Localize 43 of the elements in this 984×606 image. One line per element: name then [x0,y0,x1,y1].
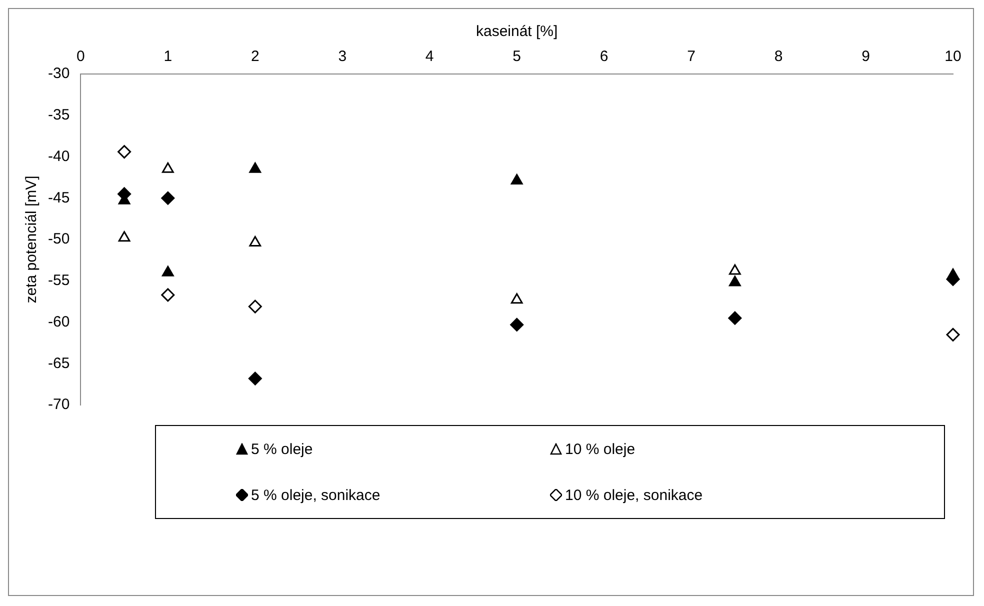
point [728,264,741,275]
x-tick-label: 1 [164,48,172,66]
point [162,162,174,173]
y-tick-label: -65 [48,354,70,372]
point [946,328,960,342]
y-tick-label: -70 [48,396,70,414]
point [510,318,524,332]
y-tick-label: -45 [48,189,70,206]
point [947,268,959,279]
point [249,162,262,173]
y-tick-label: -30 [48,65,70,82]
y-tick-label: -55 [48,272,70,290]
x-tick-label: 4 [425,48,434,66]
legend-label: 10 % oleje [565,440,636,458]
x-axis-title: kaseinát [%] [476,23,558,40]
point [248,300,262,314]
y-tick-label: -60 [48,313,70,330]
point [161,191,175,205]
x-tick-label: 6 [600,48,608,66]
point [118,231,130,242]
x-tick-label: 10 [944,48,962,66]
x-tick-label: 7 [687,48,696,66]
y-tick-label: -40 [48,148,70,165]
x-tick-label: 5 [512,48,522,66]
y-tick-label: -35 [48,106,70,124]
point [728,311,742,325]
x-tick-label: 3 [338,48,347,66]
y-axis-title: zeta potenciál [mV] [23,176,40,304]
point [248,372,262,386]
point [161,288,175,302]
point [162,266,174,276]
x-tick-label: 9 [862,48,870,66]
x-tick-label: 8 [774,48,783,66]
x-tick-label: 0 [76,48,85,66]
legend-label: 5 % oleje, sonikace [251,486,380,504]
point [510,293,523,304]
point [249,236,262,247]
point [510,174,523,184]
point [728,276,741,286]
legend-label: 10 % oleje, sonikace [565,486,703,504]
x-tick-label: 2 [250,48,260,66]
legend-label: 5 % oleje [251,440,313,458]
y-tick-label: -50 [48,230,70,248]
